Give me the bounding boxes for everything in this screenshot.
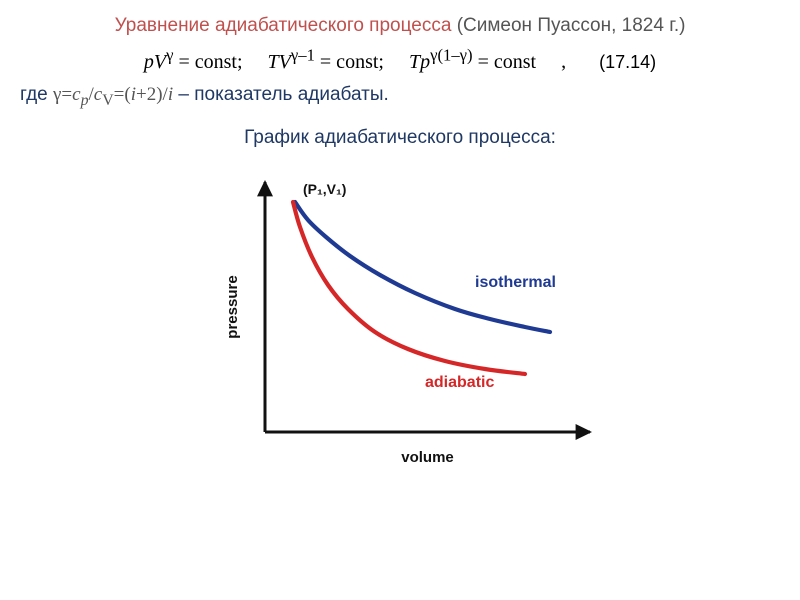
gamma-cp-sub: p: [81, 91, 89, 108]
eq3: Tpγ(1–γ) = const: [409, 51, 541, 73]
gamma-mid: =(: [114, 84, 131, 105]
eq1: pVγ = const;: [144, 51, 248, 73]
heading-highlight: Уравнение адиабатического процесса: [115, 15, 457, 36]
adiabatic-chart: pressure volume (P₁,V₁) isothermal adiabatic: [180, 157, 620, 487]
chart-container: pressure volume (P₁,V₁) isothermal adiabatic: [20, 157, 780, 487]
eq1-base: pV: [144, 51, 166, 73]
eq3-sup: γ(1–γ): [430, 45, 472, 64]
gamma-cv-sub: V: [102, 91, 113, 108]
isothermal-label: isothermal: [475, 274, 556, 291]
isothermal-curve: [295, 202, 550, 332]
gamma-cv: c: [94, 84, 102, 105]
heading-chart: График адиабатического процесса:: [20, 127, 780, 149]
y-axis-label: pressure: [224, 276, 241, 339]
eq3-base: Tp: [409, 51, 430, 73]
gamma-definition: где γ=cp/cV=(i+2)/i – показатель адиабат…: [20, 84, 780, 110]
eq2: TVγ–1 = const;: [268, 51, 389, 73]
gamma-formula: γ=cp/cV=(i+2)/i: [53, 84, 173, 105]
adiabatic-label: adiabatic: [425, 374, 494, 391]
start-point-label: (P₁,V₁): [303, 181, 346, 197]
gamma-cp: c: [72, 84, 80, 105]
eq2-base: TV: [268, 51, 291, 73]
gamma-desc: – показатель адиабаты.: [173, 84, 389, 105]
gamma-lead: где: [20, 84, 53, 105]
heading-adiabatic-equation: Уравнение адиабатического процесса (Симе…: [20, 15, 780, 37]
eq2-tail: = const;: [315, 51, 384, 73]
x-axis-label: volume: [401, 449, 454, 466]
eq-comma: ,: [561, 51, 566, 73]
eq3-tail: = const: [473, 51, 537, 73]
gamma-prefix: γ=: [53, 84, 72, 105]
gamma-plus: +2)/: [136, 84, 168, 105]
heading-rest: (Симеон Пуассон, 1824 г.): [457, 15, 686, 36]
eq2-sup: γ–1: [291, 45, 315, 64]
eq1-tail: = const;: [173, 51, 242, 73]
equation-number: (17.14): [599, 52, 656, 73]
equations-row: pVγ = const; TVγ–1 = const; Tpγ(1–γ) = c…: [20, 45, 780, 74]
